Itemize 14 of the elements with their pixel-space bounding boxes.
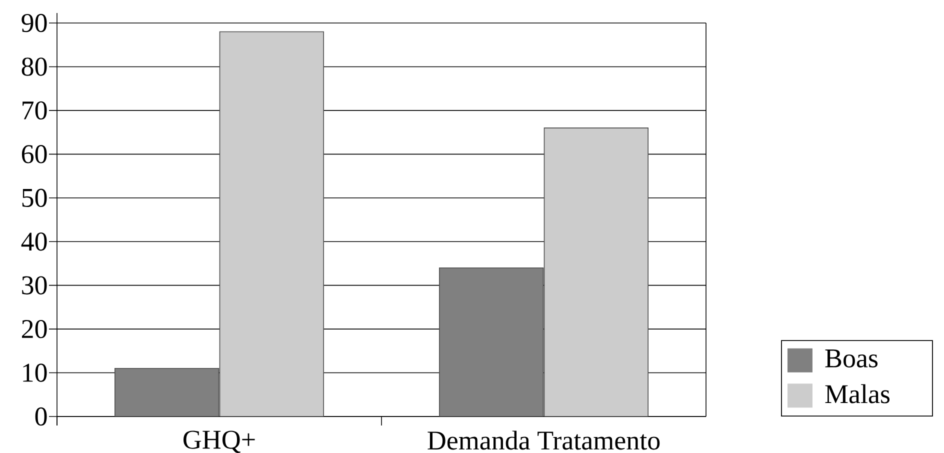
y-tick-label: 90: [22, 14, 47, 32]
x-tick-label: GHQ+: [184, 430, 255, 453]
legend-label: Boas: [825, 350, 878, 368]
y-tick-label: 60: [22, 145, 47, 164]
legend-label: Malas: [825, 384, 890, 404]
y-tick-label: 50: [22, 188, 47, 207]
y-tick-label: 10: [23, 364, 47, 382]
y-tick-label: 80: [22, 58, 47, 76]
y-tick-label: 20: [22, 320, 47, 338]
y-tick-label: 30: [22, 276, 47, 294]
x-tick-label: Demanda Tratamento: [428, 430, 660, 450]
y-tick-label: 0: [35, 407, 47, 426]
y-tick-label: 40: [21, 232, 47, 251]
y-tick-label: 70: [22, 101, 47, 120]
